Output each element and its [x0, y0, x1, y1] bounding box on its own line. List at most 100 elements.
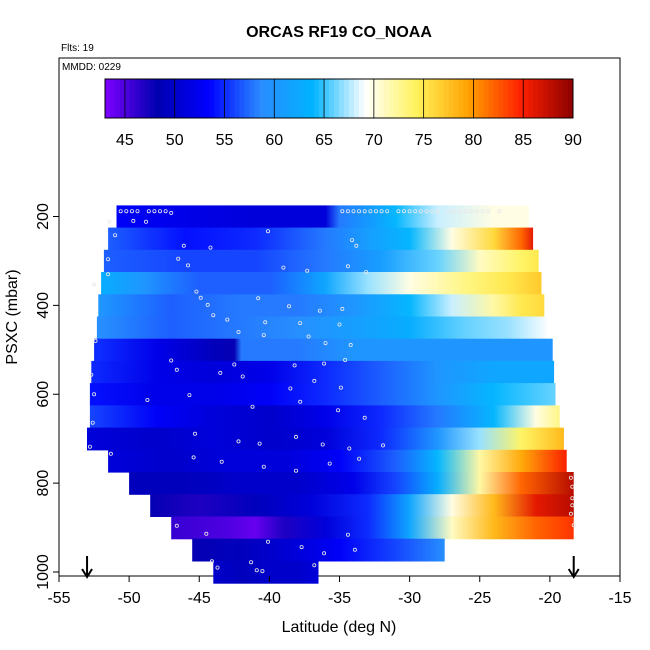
data-band-200 [116, 205, 529, 229]
x-tick-label: -45 [188, 590, 211, 607]
colorbar-segment [189, 79, 196, 118]
sample-point [261, 333, 266, 338]
sample-point [568, 511, 573, 516]
x-tick-label: -35 [328, 590, 351, 607]
sample-point [347, 446, 352, 451]
colorbar-segment [438, 79, 444, 118]
sample-point [435, 209, 440, 214]
sample-point [93, 338, 98, 343]
colorbar-segment [319, 79, 325, 118]
colorbar-segment [209, 79, 215, 118]
sample-point [322, 361, 327, 366]
sample-point [232, 362, 237, 367]
x-tick-label: -55 [47, 590, 70, 607]
sample-point [124, 209, 129, 214]
colorbar-tick-label: 60 [265, 132, 283, 149]
sample-point [497, 209, 502, 214]
sample-point [218, 370, 223, 375]
data-band-800 [129, 472, 574, 495]
sample-point [340, 306, 345, 311]
sample-point [152, 209, 157, 214]
colorbar-segment [279, 79, 285, 118]
sample-point [265, 229, 270, 234]
data-band-450 [96, 316, 548, 340]
sample-point [176, 256, 181, 261]
x-tick-label: -15 [608, 590, 631, 607]
colorbar-segment [353, 79, 360, 118]
colorbar-segment [264, 79, 270, 118]
sample-point [293, 468, 298, 473]
sample-point [185, 263, 190, 268]
colorbar-segment [408, 79, 415, 118]
sample-point [249, 560, 254, 565]
sample-point [305, 268, 310, 273]
data-band-850 [150, 494, 574, 517]
colorbar-segment [179, 79, 186, 118]
colorbar-segment [403, 79, 410, 118]
sample-point [236, 439, 241, 444]
data-band-750 [108, 449, 567, 473]
sample-point [486, 209, 491, 214]
colorbar-segment [219, 79, 225, 118]
colorbar-segment [164, 79, 171, 118]
down-arrow-icon [81, 556, 93, 579]
colorbar-segment [383, 79, 390, 118]
y-tick-label: 200 [35, 203, 52, 230]
sample-point [211, 313, 216, 318]
sample-point [320, 442, 325, 447]
data-band-650 [89, 405, 560, 429]
sample-point [463, 209, 468, 214]
colorbar-segment [159, 79, 166, 118]
colorbar-segment [563, 79, 569, 118]
colorbar-segment [144, 79, 151, 118]
sample-point [281, 265, 286, 270]
sample-point [396, 209, 401, 214]
sample-point [430, 209, 435, 214]
sample-point [169, 210, 174, 215]
sample-point [424, 209, 429, 214]
colorbar-tick-label: 70 [365, 132, 383, 149]
colorbar-segment [463, 79, 469, 118]
sample-point [225, 317, 230, 322]
colorbar-segment [538, 79, 544, 118]
colorbar-segment [284, 79, 290, 118]
sample-point [106, 272, 111, 277]
colorbar-tick-label: 90 [564, 132, 582, 149]
colorbar-tick-label: 45 [116, 132, 134, 149]
colorbar-segment [249, 79, 255, 118]
colorbar-segment [229, 79, 235, 118]
sample-point [570, 496, 575, 501]
data-band-550 [91, 360, 555, 384]
colorbar-segment [518, 79, 524, 118]
y-tick-label: 800 [35, 470, 52, 497]
colorbar-segment [493, 79, 499, 118]
colorbar-segment [199, 79, 205, 118]
flight-end-arrows [81, 556, 580, 579]
sample-point [89, 372, 94, 377]
sample-point [352, 547, 357, 552]
colorbar-segment [204, 79, 210, 118]
sample-point [205, 302, 210, 307]
data-band-250 [108, 227, 534, 251]
sample-point [570, 484, 575, 489]
sample-point [106, 257, 111, 262]
colorbar-segment [239, 79, 245, 118]
sample-point [364, 269, 369, 274]
sample-point [198, 295, 203, 300]
colorbar-segment [314, 79, 320, 118]
sample-point [385, 209, 390, 214]
sample-point [368, 209, 373, 214]
sample-point [174, 367, 179, 372]
colorbar-segment [533, 79, 539, 118]
sample-point [265, 539, 270, 544]
colorbar-segment [294, 79, 300, 118]
sample-point [240, 374, 245, 379]
sample-point [362, 415, 367, 420]
sample-point [469, 209, 474, 214]
y-axis-label: PSXC (mbar) [4, 269, 21, 364]
colorbar-segment [309, 79, 315, 118]
colorbar-segment [498, 79, 504, 118]
sample-point [260, 569, 265, 574]
x-axis: -55 -50 -45 -40 -35 -30 -25 -20 -15 [47, 576, 632, 607]
